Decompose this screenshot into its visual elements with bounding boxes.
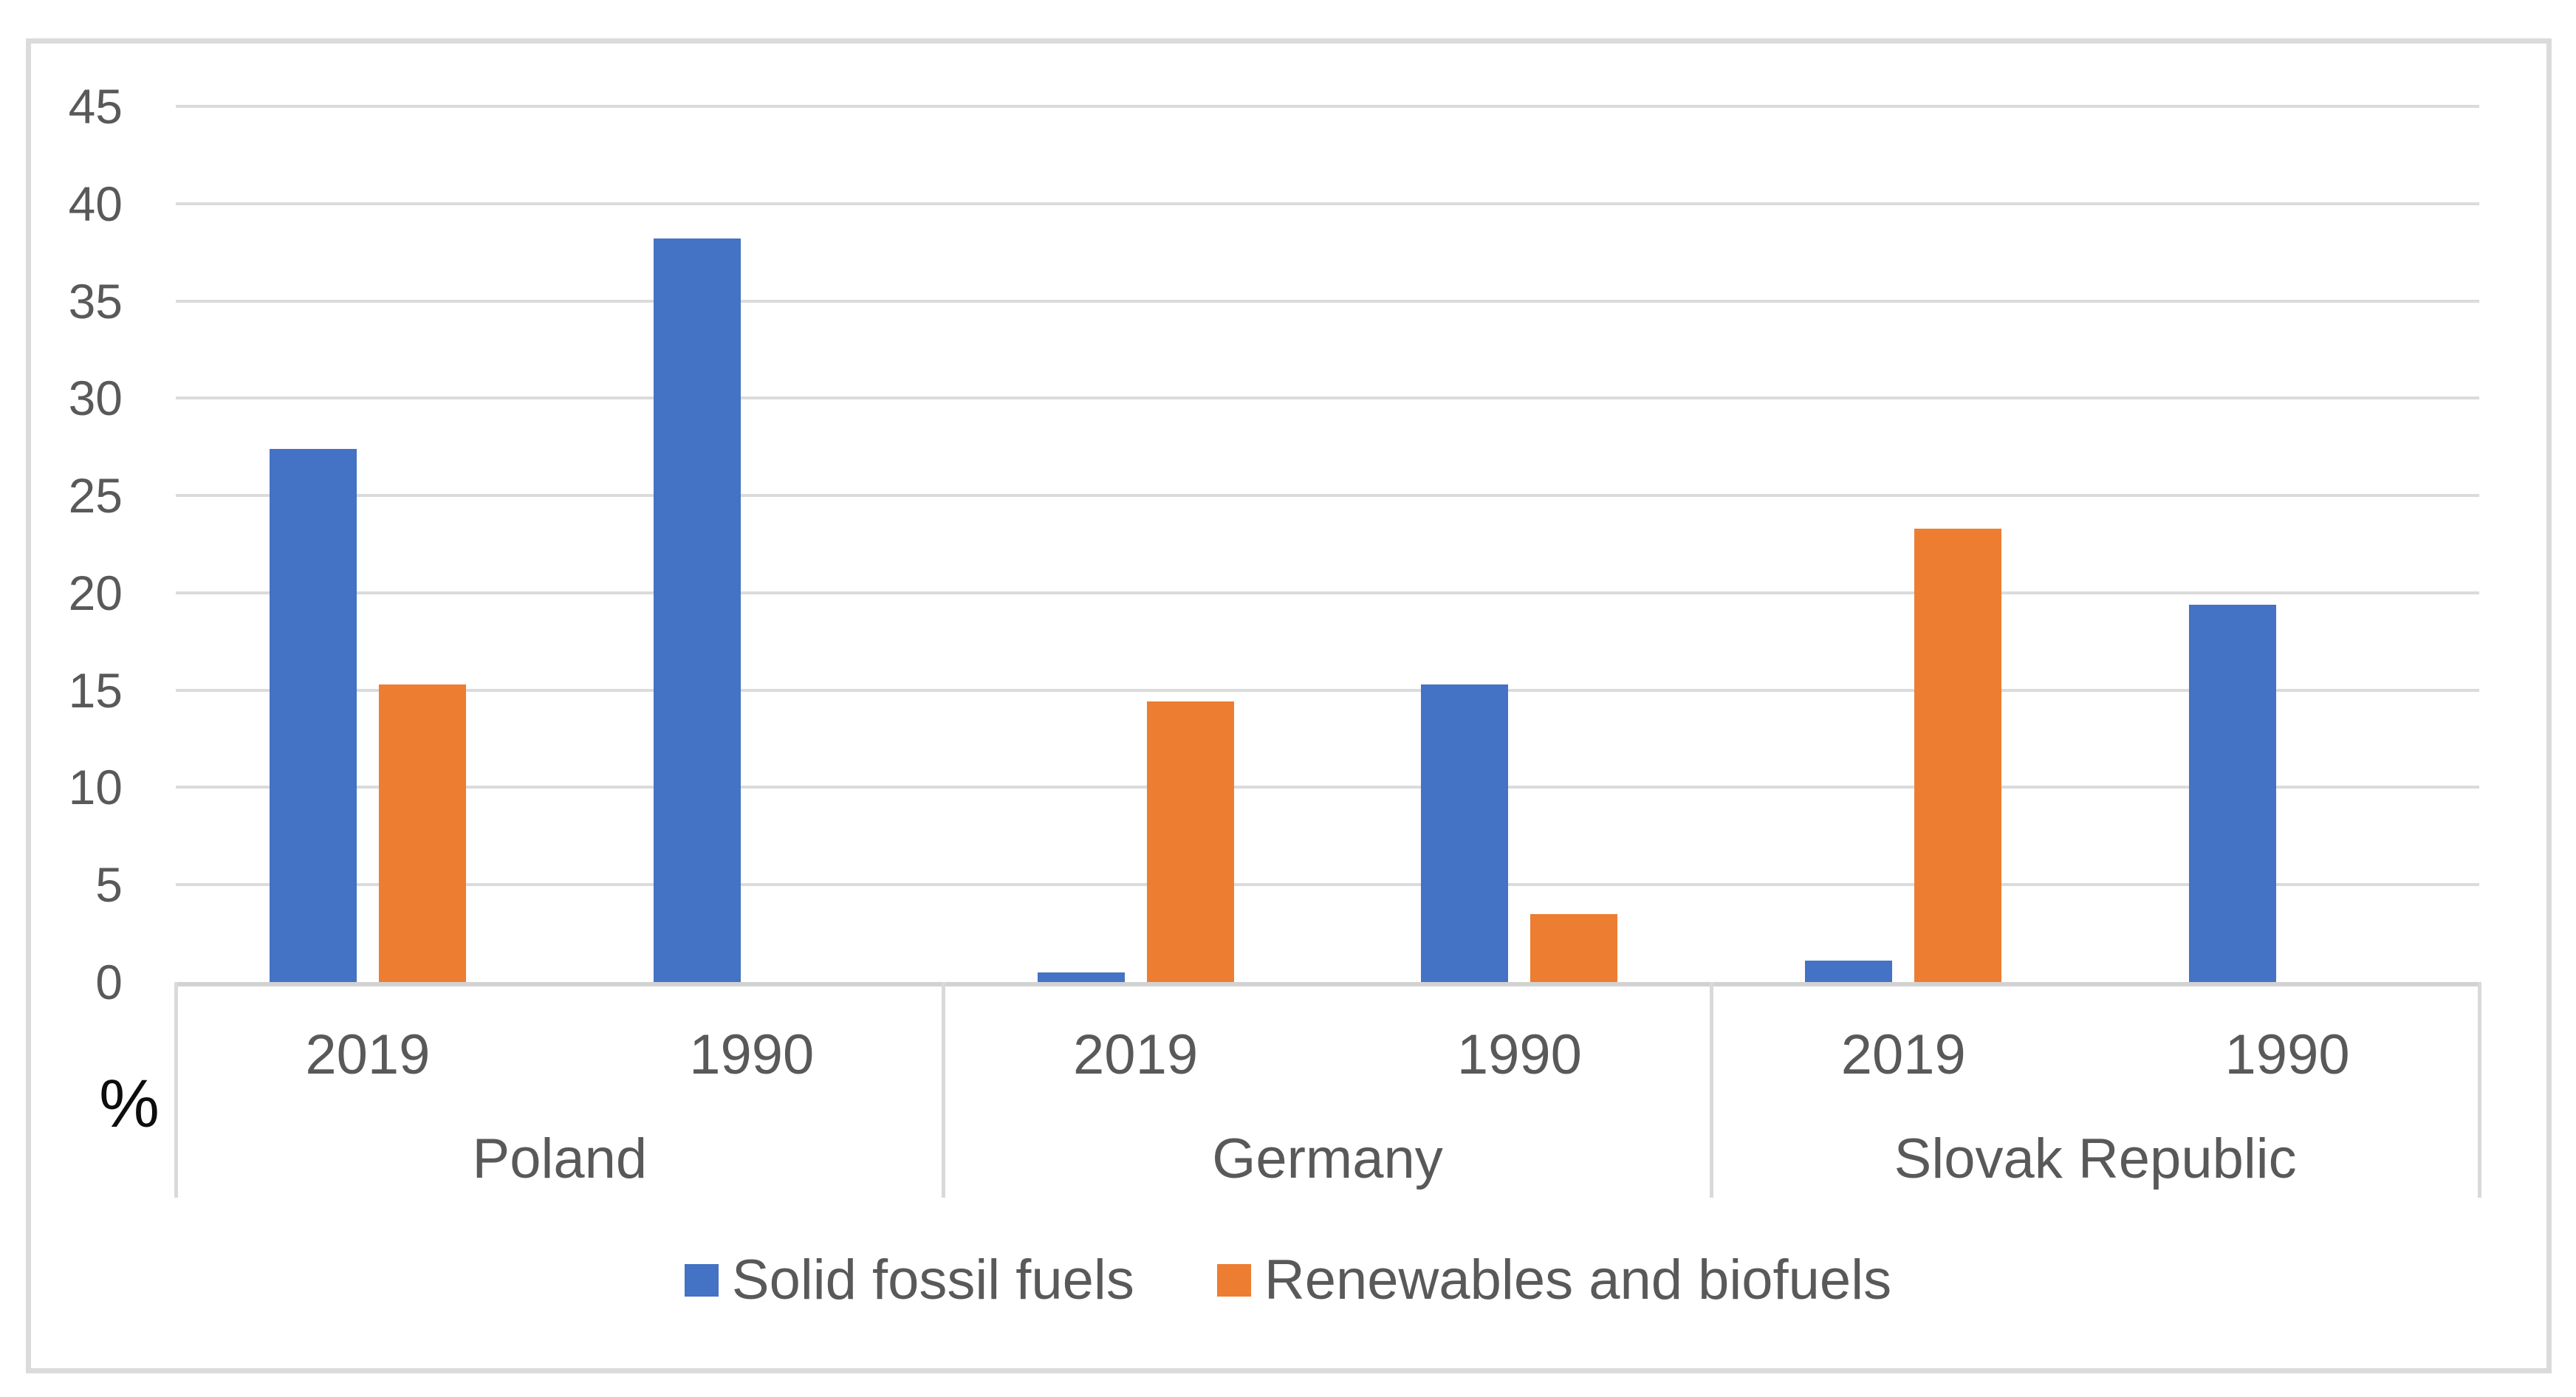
gridline <box>176 397 2479 400</box>
bar-solid-fossil-fuels-4 <box>1805 961 1893 982</box>
category-divider <box>942 982 946 1198</box>
x-tick-year-label: 2019 <box>305 1023 431 1086</box>
y-tick-label: 15 <box>68 662 123 718</box>
legend-swatch-solid-fossil-fuels <box>684 1264 719 1297</box>
y-tick-label: 20 <box>68 565 123 620</box>
y-tick-label: 30 <box>68 371 123 426</box>
bar-renewables-and-biofuels-2 <box>1146 701 1234 982</box>
category-divider <box>2477 982 2481 1198</box>
bar-solid-fossil-fuels-2 <box>1037 972 1125 982</box>
y-tick-label: 5 <box>95 857 123 913</box>
y-tick-label: 45 <box>68 79 123 134</box>
x-tick-year-label: 1990 <box>1456 1023 1582 1086</box>
legend: Solid fossil fuels Renewables and biofuel… <box>0 1249 2576 1311</box>
y-tick-label: 10 <box>68 760 123 815</box>
bar-renewables-and-biofuels-0 <box>378 684 466 982</box>
bar-renewables-and-biofuels-4 <box>1914 528 2002 982</box>
y-axis-unit-label: % <box>99 1065 160 1142</box>
x-tick-year-label: 2019 <box>1073 1023 1199 1086</box>
x-tick-year-label: 1990 <box>689 1023 815 1086</box>
bar-solid-fossil-fuels-1 <box>653 238 741 982</box>
legend-swatch-renewables-and-biofuels <box>1216 1264 1251 1297</box>
bar-solid-fossil-fuels-0 <box>269 448 357 982</box>
x-tick-year-label: 1990 <box>2224 1023 2350 1086</box>
x-group-label: Poland <box>472 1127 648 1190</box>
gridline <box>176 299 2479 303</box>
y-tick-label: 0 <box>95 955 123 1009</box>
y-tick-label: 40 <box>68 176 123 231</box>
legend-label: Solid fossil fuels <box>731 1249 1134 1311</box>
gridline <box>176 494 2479 498</box>
gridline <box>176 105 2479 108</box>
y-tick-label: 35 <box>68 273 123 329</box>
x-group-label: Slovak Republic <box>1894 1127 2297 1190</box>
gridline <box>176 883 2479 887</box>
gridline <box>176 202 2479 205</box>
y-tick-label: 25 <box>68 468 123 524</box>
gridline <box>176 688 2479 692</box>
x-axis-line <box>176 982 2479 986</box>
bar-solid-fossil-fuels-3 <box>1421 684 1509 982</box>
legend-item-renewables-and-biofuels: Renewables and biofuels <box>1216 1249 1892 1311</box>
bar-solid-fossil-fuels-5 <box>2189 604 2277 982</box>
category-divider <box>174 982 178 1198</box>
legend-label: Renewables and biofuels <box>1264 1249 1892 1311</box>
x-tick-year-label: 2019 <box>1840 1023 1966 1086</box>
bar-renewables-and-biofuels-3 <box>1530 913 1618 982</box>
legend-item-solid-fossil-fuels: Solid fossil fuels <box>684 1249 1134 1311</box>
category-divider <box>1709 982 1713 1198</box>
gridline <box>176 591 2479 594</box>
x-group-label: Germany <box>1212 1127 1443 1190</box>
gridline <box>176 786 2479 789</box>
